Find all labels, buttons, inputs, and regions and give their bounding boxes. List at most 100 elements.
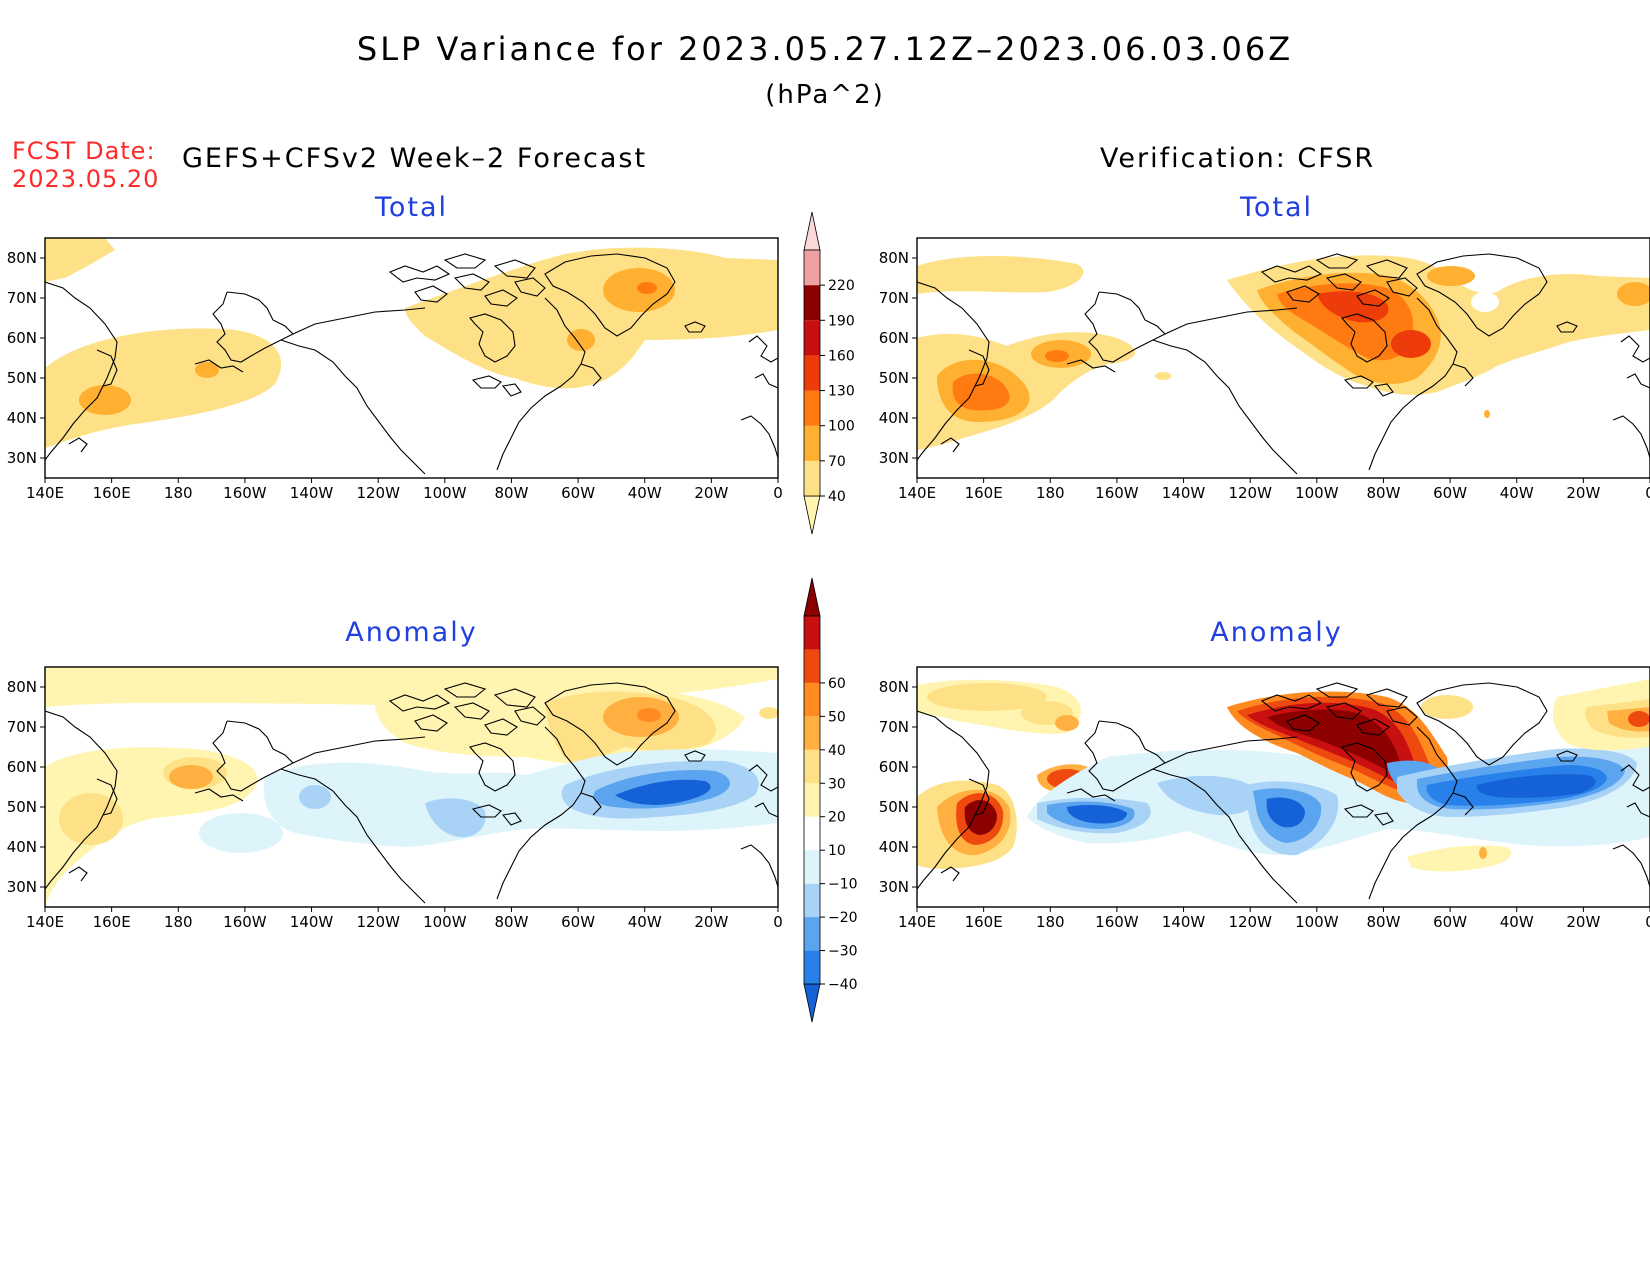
colorbar-anomaly-swatch-4 xyxy=(804,850,820,884)
panel-title-verif-total: Total xyxy=(1239,192,1314,223)
map-panel-verif-total xyxy=(916,237,1650,479)
lat-label-fcst-total-1: 70N xyxy=(7,289,37,307)
colorbar-total-swatch-5 xyxy=(804,320,820,356)
lon-label-verif-total-6: 100W xyxy=(1295,484,1339,502)
map-panel-fcst-anomaly xyxy=(44,666,779,908)
lat-label-fcst-anomaly-4: 40N xyxy=(7,838,37,856)
colorbar-anomaly-arrow-bottom xyxy=(803,983,821,1023)
lon-label-verif-anomaly-11: 0 xyxy=(1645,913,1650,931)
colorbar-anomaly-label-3: −10 xyxy=(828,877,858,893)
map-panel-verif-anomaly xyxy=(916,666,1650,908)
colorbar-total-label-2: 100 xyxy=(828,419,855,435)
lat-label-verif-anomaly-4: 40N xyxy=(879,838,909,856)
lon-label-verif-anomaly-7: 80W xyxy=(1366,913,1400,931)
colorbar-anomaly-arrow-top xyxy=(803,577,821,617)
lat-label-fcst-total-5: 30N xyxy=(7,449,37,467)
forecast-heading: GEFS+CFSv2 Week–2 Forecast xyxy=(182,143,648,174)
panel-title-fcst-total: Total xyxy=(374,192,449,223)
fcst-total-shading xyxy=(45,238,778,448)
lon-label-fcst-total-7: 80W xyxy=(494,484,528,502)
lat-label-fcst-total-3: 50N xyxy=(7,369,37,387)
colorbar-anomaly-label-6: 30 xyxy=(828,776,846,792)
lat-label-verif-total-3: 50N xyxy=(879,369,909,387)
lon-label-verif-total-8: 60W xyxy=(1433,484,1467,502)
lat-label-fcst-anomaly-3: 50N xyxy=(7,798,37,816)
lon-label-verif-anomaly-0: 140E xyxy=(898,913,936,931)
lon-label-verif-total-11: 0 xyxy=(1645,484,1650,502)
lat-label-fcst-total-2: 60N xyxy=(7,329,37,347)
verif-total-shading xyxy=(917,255,1650,450)
colorbar-anomaly-swatch-1 xyxy=(804,950,820,984)
lon-label-fcst-anomaly-1: 160E xyxy=(93,913,131,931)
colorbar-anomaly-label-1: −30 xyxy=(828,944,858,960)
lon-label-verif-anomaly-10: 20W xyxy=(1566,913,1600,931)
lon-label-fcst-anomaly-11: 0 xyxy=(773,913,783,931)
lon-label-fcst-anomaly-3: 160W xyxy=(223,913,267,931)
colorbar-anomaly-swatch-8 xyxy=(804,716,820,750)
lon-label-verif-total-5: 120W xyxy=(1228,484,1272,502)
lat-label-verif-total-2: 60N xyxy=(879,329,909,347)
lat-label-verif-anomaly-5: 30N xyxy=(879,878,909,896)
colorbar-anomaly-swatch-11 xyxy=(804,616,820,650)
lon-label-verif-anomaly-9: 40W xyxy=(1500,913,1534,931)
colorbar-anomaly-label-4: 10 xyxy=(828,843,846,859)
colorbar-total-swatch-2 xyxy=(804,425,820,461)
lon-label-verif-anomaly-2: 180 xyxy=(1036,913,1065,931)
lat-label-verif-anomaly-0: 80N xyxy=(879,678,909,696)
lon-label-fcst-total-2: 180 xyxy=(164,484,193,502)
lon-label-fcst-total-6: 100W xyxy=(423,484,467,502)
colorbar-anomaly-swatch-10 xyxy=(804,649,820,683)
lon-label-fcst-total-9: 40W xyxy=(628,484,662,502)
lon-label-verif-total-2: 180 xyxy=(1036,484,1065,502)
colorbar-anomaly-label-8: 50 xyxy=(828,709,846,725)
lon-label-fcst-anomaly-2: 180 xyxy=(164,913,193,931)
lon-label-fcst-anomaly-0: 140E xyxy=(26,913,64,931)
lat-label-fcst-anomaly-5: 30N xyxy=(7,878,37,896)
lon-label-fcst-anomaly-6: 100W xyxy=(423,913,467,931)
lon-label-verif-total-7: 80W xyxy=(1366,484,1400,502)
colorbar-anomaly-swatch-3 xyxy=(804,883,820,918)
colorbar-anomaly-label-2: −20 xyxy=(828,910,858,926)
forecast-date-value: 2023.05.20 xyxy=(12,165,160,193)
lon-label-verif-total-9: 40W xyxy=(1500,484,1534,502)
lat-label-verif-total-1: 70N xyxy=(879,289,909,307)
lon-label-verif-total-1: 160E xyxy=(965,484,1003,502)
lon-label-fcst-total-1: 160E xyxy=(93,484,131,502)
lon-label-verif-anomaly-3: 160W xyxy=(1095,913,1139,931)
lat-label-verif-anomaly-1: 70N xyxy=(879,718,909,736)
lon-label-verif-total-3: 160W xyxy=(1095,484,1139,502)
lon-label-verif-anomaly-1: 160E xyxy=(965,913,1003,931)
panel-title-fcst-anomaly: Anomaly xyxy=(345,617,478,648)
lon-label-fcst-total-3: 160W xyxy=(223,484,267,502)
colorbar-total-arrow-bottom xyxy=(803,495,821,535)
lat-label-verif-total-5: 30N xyxy=(879,449,909,467)
lon-label-verif-anomaly-6: 100W xyxy=(1295,913,1339,931)
lon-label-verif-anomaly-8: 60W xyxy=(1433,913,1467,931)
lat-label-verif-anomaly-2: 60N xyxy=(879,758,909,776)
lon-label-fcst-anomaly-8: 60W xyxy=(561,913,595,931)
lat-label-fcst-anomaly-0: 80N xyxy=(7,678,37,696)
colorbar-anomaly-swatch-5 xyxy=(804,816,820,851)
colorbar-total-arrow-top xyxy=(803,211,821,251)
lon-label-fcst-anomaly-5: 120W xyxy=(356,913,400,931)
map-title: SLP Variance for 2023.05.27.12Z–2023.06.… xyxy=(356,30,1294,68)
fcst-anomaly-shading xyxy=(45,667,779,907)
lon-label-fcst-total-0: 140E xyxy=(26,484,64,502)
lon-label-verif-total-0: 140E xyxy=(898,484,936,502)
colorbar-anomaly-swatch-2 xyxy=(804,917,820,951)
panel-title-verif-anomaly: Anomaly xyxy=(1210,617,1343,648)
lat-label-fcst-anomaly-1: 70N xyxy=(7,718,37,736)
lon-label-fcst-anomaly-7: 80W xyxy=(494,913,528,931)
units-label: (hPa^2) xyxy=(765,80,885,110)
colorbar-anomaly-label-0: −40 xyxy=(828,977,858,993)
colorbar-total-label-5: 190 xyxy=(828,313,855,329)
colorbar-total-label-4: 160 xyxy=(828,348,855,364)
lat-label-verif-total-0: 80N xyxy=(879,249,909,267)
forecast-date: FCST Date: 2023.05.20 xyxy=(12,137,159,193)
colorbar-anomaly-swatch-7 xyxy=(804,749,820,784)
verification-heading: Verification: CFSR xyxy=(1100,143,1376,174)
lat-label-fcst-total-0: 80N xyxy=(7,249,37,267)
colorbar-anomaly-swatch-9 xyxy=(804,682,820,717)
colorbar-total-label-6: 220 xyxy=(828,278,855,294)
